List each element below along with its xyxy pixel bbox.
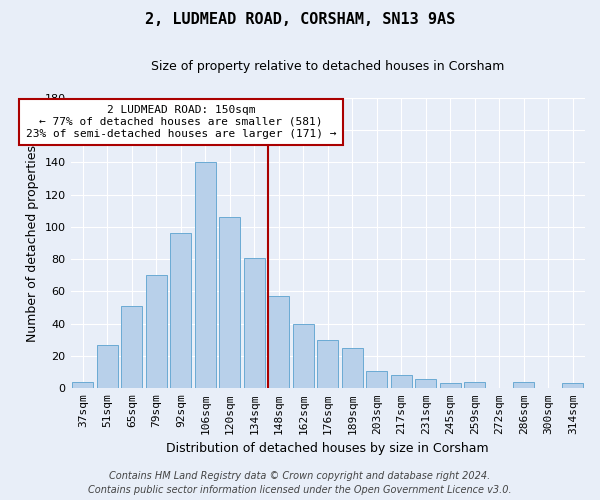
Bar [391,376,412,388]
Bar [317,340,338,388]
Text: 2, LUDMEAD ROAD, CORSHAM, SN13 9AS: 2, LUDMEAD ROAD, CORSHAM, SN13 9AS [145,12,455,28]
Bar [464,382,485,388]
Title: Size of property relative to detached houses in Corsham: Size of property relative to detached ho… [151,60,505,73]
Bar [367,370,387,388]
Bar [440,384,461,388]
Bar [293,324,314,388]
Y-axis label: Number of detached properties: Number of detached properties [26,144,39,342]
Bar [415,378,436,388]
Bar [146,276,167,388]
Text: 2 LUDMEAD ROAD: 150sqm
← 77% of detached houses are smaller (581)
23% of semi-de: 2 LUDMEAD ROAD: 150sqm ← 77% of detached… [26,106,336,138]
Bar [195,162,216,388]
Bar [562,384,583,388]
Bar [244,258,265,388]
Bar [220,217,240,388]
Bar [170,234,191,388]
Bar [342,348,363,389]
Bar [97,344,118,389]
Bar [73,382,93,388]
Bar [268,296,289,388]
X-axis label: Distribution of detached houses by size in Corsham: Distribution of detached houses by size … [166,442,489,455]
Text: Contains HM Land Registry data © Crown copyright and database right 2024.
Contai: Contains HM Land Registry data © Crown c… [88,471,512,495]
Bar [514,382,534,388]
Bar [121,306,142,388]
